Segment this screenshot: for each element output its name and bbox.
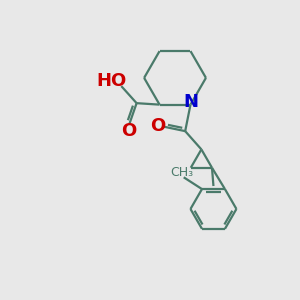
- Text: O: O: [122, 122, 137, 140]
- Text: N: N: [184, 93, 199, 111]
- Text: HO: HO: [97, 72, 127, 90]
- Text: O: O: [150, 117, 165, 135]
- Text: CH₃: CH₃: [170, 166, 193, 178]
